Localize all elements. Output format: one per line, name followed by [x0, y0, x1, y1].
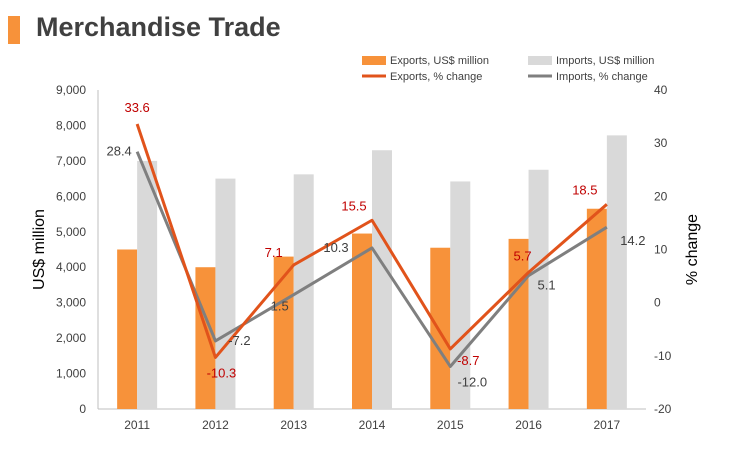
- x-axis-tick-label: 2011: [124, 418, 150, 432]
- exports-change-data-label: 18.5: [572, 182, 597, 197]
- exports-bar: [430, 247, 451, 409]
- imports-bar: [528, 169, 549, 409]
- x-axis-tick-label: 2017: [594, 418, 621, 432]
- x-axis-tick-label: 2016: [515, 418, 542, 432]
- left-axis-tick-label: 4,000: [56, 260, 86, 274]
- legend-swatch-bar: [362, 56, 386, 65]
- left-axis-tick-label: 1,000: [56, 367, 86, 381]
- title-accent-bar: [8, 16, 20, 44]
- exports-bar: [195, 267, 216, 409]
- imports-bar: [606, 135, 627, 409]
- exports-bar: [273, 256, 294, 409]
- right-axis-tick-label: 0: [654, 296, 661, 310]
- legend-label: Imports, % change: [556, 71, 648, 83]
- left-axis-tick-label: 9,000: [56, 83, 86, 97]
- exports-change-data-label: -8.7: [457, 353, 479, 368]
- legend-label: Exports, US$ million: [390, 55, 489, 67]
- exports-change-data-label: 7.1: [265, 245, 283, 260]
- legend-swatch-bar: [528, 56, 552, 65]
- right-axis-tick-label: 20: [654, 189, 668, 203]
- imports-change-data-label: 1.5: [271, 299, 289, 314]
- imports-change-line: [135, 151, 608, 368]
- exports-bar: [586, 208, 607, 409]
- x-axis-tick-label: 2012: [202, 418, 229, 432]
- left-axis-tick-label: 3,000: [56, 296, 86, 310]
- left-axis-tick-label: 8,000: [56, 118, 86, 132]
- left-axis-title: US$ million: [31, 209, 48, 290]
- right-axis-tick-label: 10: [654, 243, 668, 257]
- imports-change-data-label: 10.3: [323, 240, 348, 255]
- exports-change-data-label: 5.7: [514, 248, 532, 263]
- legend-label: Imports, US$ million: [556, 55, 654, 67]
- exports-change-data-label: -10.3: [207, 365, 237, 380]
- legend-label: Exports, % change: [390, 71, 482, 83]
- imports-bar: [372, 150, 392, 409]
- exports-bar: [508, 238, 529, 409]
- imports-change-data-label: 14.2: [620, 233, 645, 248]
- imports-bar: [450, 181, 471, 409]
- right-axis-tick-label: -10: [654, 349, 672, 363]
- imports-change-data-label: 5.1: [538, 278, 556, 293]
- left-axis-tick-label: 2,000: [56, 331, 86, 345]
- left-axis-tick-label: 0: [79, 402, 86, 416]
- exports-change-line: [135, 123, 608, 359]
- imports-change-data-label: -12.0: [457, 374, 487, 389]
- exports-change-data-label: 33.6: [124, 100, 149, 115]
- imports-change-data-label: -7.2: [228, 333, 250, 348]
- page-title: Merchandise Trade: [36, 12, 281, 42]
- x-axis-tick-label: 2014: [359, 418, 386, 432]
- right-axis-tick-label: 40: [654, 83, 668, 97]
- imports-change-data-label: 28.4: [106, 144, 131, 159]
- left-axis-tick-label: 5,000: [56, 225, 86, 239]
- left-axis-tick-label: 7,000: [56, 154, 86, 168]
- right-axis-title: % change: [684, 214, 701, 285]
- right-axis-tick-label: 30: [654, 136, 668, 150]
- x-axis-tick-label: 2013: [280, 418, 307, 432]
- left-axis-tick-label: 6,000: [56, 189, 86, 203]
- x-axis-tick-label: 2015: [437, 418, 464, 432]
- exports-bar: [352, 233, 372, 409]
- imports-bar: [293, 174, 314, 409]
- exports-change-data-label: 15.5: [341, 198, 366, 213]
- right-axis-tick-label: -20: [654, 402, 672, 416]
- imports-bar: [137, 160, 158, 409]
- exports-bar: [117, 249, 138, 409]
